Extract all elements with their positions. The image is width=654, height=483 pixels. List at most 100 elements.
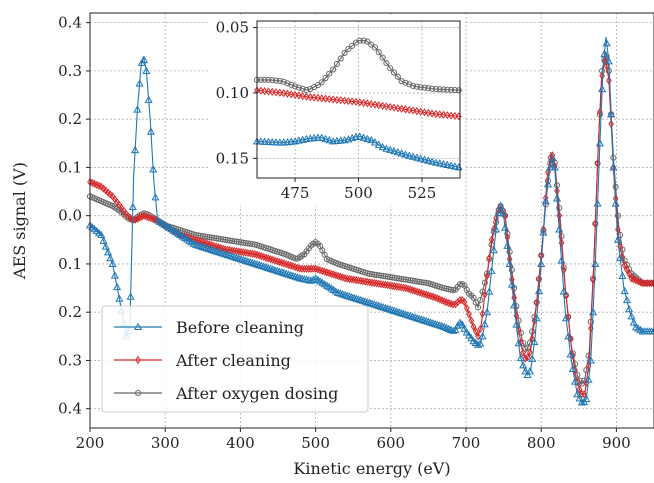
triangle-marker — [609, 163, 618, 171]
diamond-marker — [440, 110, 447, 119]
circle-marker — [405, 276, 412, 284]
inset-y-tick-label: 0.05 — [216, 19, 249, 37]
x-tick-label: 400 — [226, 434, 255, 452]
diamond-marker — [466, 310, 472, 319]
inset-x-tick-label: 475 — [281, 184, 310, 202]
triangle-marker — [146, 127, 155, 135]
y-axis-label: AES signal (V) — [10, 162, 29, 280]
circle-marker — [432, 86, 439, 93]
inset-series-after-oxygen-dosing — [253, 37, 462, 94]
legend-label: After cleaning — [175, 351, 291, 370]
triangle-marker — [593, 199, 602, 207]
triangle-marker — [133, 322, 143, 331]
triangle-marker — [485, 287, 494, 295]
diamond-marker — [461, 298, 468, 307]
y-tick-label: 0.1 — [58, 158, 82, 176]
circle-marker — [444, 86, 451, 93]
circle-marker — [421, 84, 428, 91]
triangle-marker — [568, 364, 577, 372]
diamond-marker — [402, 105, 409, 114]
diamond-marker — [98, 182, 105, 191]
circle-marker — [242, 239, 249, 247]
diamond-marker — [567, 334, 574, 343]
triangle-marker — [271, 138, 281, 146]
triangle-marker — [514, 338, 523, 347]
triangle-marker — [412, 153, 421, 161]
x-tick-label: 300 — [151, 434, 180, 452]
circle-marker — [280, 78, 287, 85]
diamond-marker — [299, 264, 305, 273]
triangle-marker — [564, 332, 573, 340]
triangle-marker — [378, 142, 387, 151]
triangle-marker — [151, 193, 160, 201]
diamond-marker — [486, 253, 493, 262]
x-tick-label: 600 — [376, 434, 405, 452]
circle-marker — [284, 80, 291, 87]
diamond-marker — [606, 76, 612, 85]
diamond-marker — [436, 110, 443, 119]
circle-marker — [379, 54, 386, 61]
inset-x-tick-label: 500 — [344, 184, 373, 202]
triangle-marker — [543, 180, 553, 188]
diamond-marker — [276, 88, 283, 97]
y-tick-label: 0.2 — [58, 303, 82, 321]
triangle-marker — [449, 326, 458, 334]
triangle-marker — [355, 132, 364, 140]
triangle-marker — [483, 307, 492, 316]
circle-marker — [373, 271, 380, 278]
triangle-marker — [309, 275, 318, 283]
y-tick-label: 0.4 — [58, 14, 82, 32]
triangle-marker — [573, 389, 582, 398]
circle-marker — [470, 294, 477, 301]
diamond-marker — [379, 101, 386, 110]
triangle-marker — [467, 334, 476, 342]
triangle-marker — [613, 235, 622, 243]
legend-entry-before-cleaning: Before cleaning — [114, 318, 304, 337]
triangle-marker — [501, 223, 510, 231]
diamond-marker — [307, 93, 314, 102]
triangle-marker — [607, 110, 616, 118]
triangle-marker — [618, 271, 627, 280]
circle-marker — [574, 371, 581, 378]
circle-marker — [368, 41, 375, 48]
diamond-marker — [364, 99, 371, 108]
triangle-marker — [489, 245, 498, 254]
triangle-marker — [602, 38, 611, 47]
circle-marker — [345, 45, 352, 53]
circle-marker — [226, 237, 233, 244]
circle-marker — [396, 275, 403, 282]
triangle-marker — [555, 225, 564, 233]
triangle-marker — [295, 273, 304, 282]
circle-marker — [217, 236, 224, 243]
circle-marker — [387, 65, 394, 72]
circle-marker — [417, 84, 424, 91]
circle-marker — [386, 274, 394, 281]
triangle-marker — [561, 313, 571, 322]
diamond-marker — [574, 378, 581, 387]
diamond-marker — [578, 390, 585, 399]
triangle-marker — [458, 320, 467, 328]
circle-marker — [303, 86, 310, 94]
triangle-marker — [386, 145, 395, 153]
triangle-marker — [256, 137, 265, 145]
triangle-marker — [149, 165, 158, 173]
circle-marker — [349, 42, 356, 49]
circle-marker — [393, 275, 400, 282]
diamond-marker — [301, 264, 308, 273]
diamond-marker — [626, 269, 633, 279]
triangle-marker — [363, 134, 372, 142]
triangle-marker — [620, 286, 629, 295]
circle-marker — [425, 85, 432, 92]
diamond-marker — [257, 86, 264, 95]
triangle-marker — [546, 163, 555, 171]
diamond-marker — [576, 385, 583, 394]
diamond-marker — [457, 296, 463, 305]
triangle-marker — [397, 149, 406, 157]
circle-marker — [269, 77, 276, 84]
circle-marker — [364, 38, 371, 45]
triangle-marker — [492, 225, 501, 233]
circle-marker — [481, 279, 488, 286]
triangle-marker — [439, 159, 448, 168]
diamond-marker — [444, 111, 451, 120]
circle-marker — [375, 272, 382, 279]
